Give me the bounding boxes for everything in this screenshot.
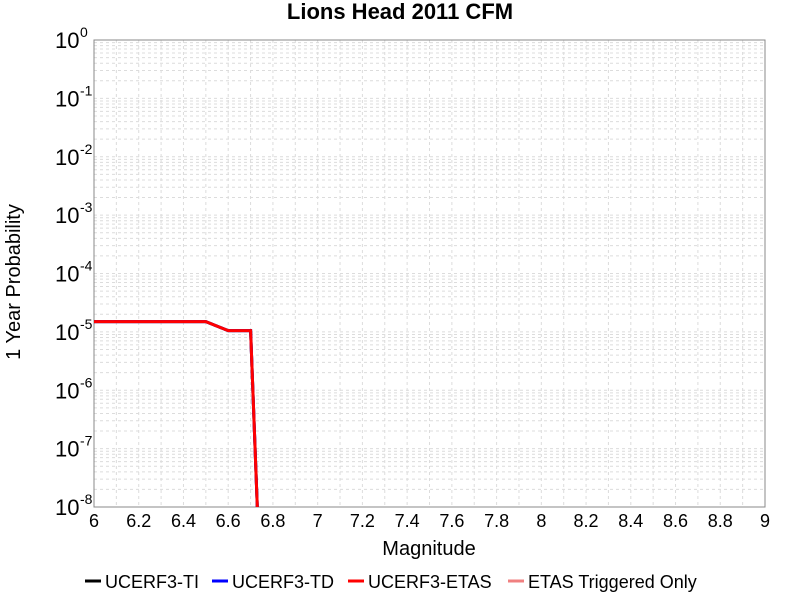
series-line-3 [94, 320, 259, 508]
legend-label: UCERF3-ETAS [368, 572, 492, 592]
x-tick-label: 6.8 [260, 511, 285, 531]
y-tick-base: 10 [55, 320, 79, 345]
x-axis-label: Magnitude [382, 538, 475, 560]
x-tick-label: 7.2 [350, 511, 375, 531]
legend-label: UCERF3-TI [105, 572, 199, 592]
y-tick-exponent: -7 [80, 433, 93, 449]
y-tick-exponent: -2 [80, 141, 93, 157]
x-tick-label: 8.2 [574, 511, 599, 531]
y-tick-label: 10 -6 [55, 374, 93, 403]
y-tick-base: 10 [55, 378, 79, 403]
y-tick-base: 10 [55, 203, 79, 228]
y-axis-label: 1 Year Probability [3, 204, 25, 360]
y-tick-base: 10 [55, 262, 79, 287]
y-tick-base: 10 [55, 145, 79, 170]
x-tick-label: 6.4 [171, 511, 196, 531]
x-tick-label: 8.6 [663, 511, 688, 531]
y-tick-label: 10 -7 [55, 433, 93, 462]
legend: UCERF3-TI UCERF3-TD UCERF3-ETAS ETAS Trigge… [85, 572, 697, 592]
y-tick-label: 10 -2 [55, 141, 93, 170]
y-tick-base: 10 [55, 495, 79, 520]
y-tick-exponent: -4 [80, 258, 93, 274]
x-tick-label: 7 [313, 511, 323, 531]
x-tick-label: 6.2 [126, 511, 151, 531]
y-tick-base: 10 [55, 28, 79, 53]
y-tick-exponent: -5 [80, 316, 93, 332]
x-tick-label: 8.8 [708, 511, 733, 531]
legend-label: UCERF3-TD [232, 572, 334, 592]
x-tick-label: 9 [760, 511, 770, 531]
y-tick-label: 10 -3 [55, 199, 93, 228]
x-tick-label: 8.4 [618, 511, 643, 531]
x-tick-label: 8 [536, 511, 546, 531]
x-tick-label: 7.6 [439, 511, 464, 531]
x-axis-ticks: 6 6.2 6.4 6.6 6.8 7 7.2 7.4 7.6 7.8 8 8.2 8.4 8.6 8.8 9 [89, 511, 770, 531]
series-layer [94, 320, 259, 508]
y-tick-label: 10 -5 [55, 316, 93, 345]
y-tick-exponent: -6 [80, 374, 93, 390]
y-tick-exponent: -8 [80, 491, 93, 507]
x-tick-label: 6 [89, 511, 99, 531]
plot-area [93, 39, 766, 508]
y-tick-base: 10 [55, 437, 79, 462]
y-tick-label: 10 -4 [55, 258, 93, 287]
y-tick-label: 10 0 [55, 24, 88, 53]
y-tick-base: 10 [55, 86, 79, 111]
y-tick-exponent: 0 [80, 24, 88, 40]
x-tick-label: 7.4 [395, 511, 420, 531]
legend-label: ETAS Triggered Only [528, 572, 697, 592]
y-tick-exponent: -1 [80, 82, 93, 98]
y-tick-exponent: -3 [80, 199, 93, 215]
y-tick-label: 10 -8 [55, 491, 93, 520]
grid [93, 40, 765, 508]
x-tick-label: 6.6 [216, 511, 241, 531]
y-tick-label: 10 -1 [55, 82, 93, 111]
x-tick-label: 7.8 [484, 511, 509, 531]
chart-title: Lions Head 2011 CFM [287, 0, 513, 24]
